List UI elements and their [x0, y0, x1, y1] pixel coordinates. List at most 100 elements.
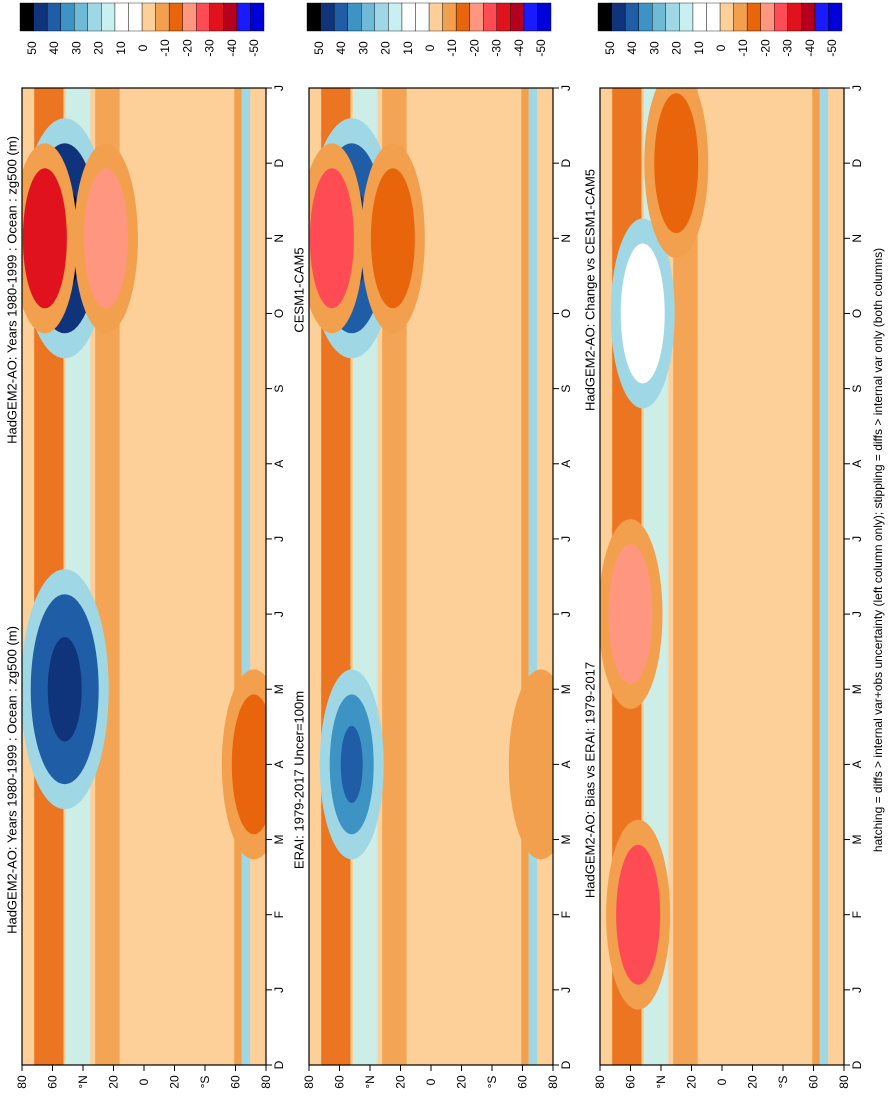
colorbar-swatch [652, 2, 666, 32]
colorbar-swatch [537, 2, 552, 32]
colorbar-swatch [223, 2, 238, 32]
colorbar-tick-label: -30 [490, 39, 504, 57]
colorbar-tick-label: 20 [92, 41, 106, 55]
colorbar-0: 50 40 30 20 10 0 -10 -20 -30 -40 -50 [19, 2, 265, 57]
colorbar-tick-label: -10 [445, 39, 459, 57]
colorbar-swatch [774, 2, 788, 32]
colorbar-swatch [141, 2, 156, 32]
month-tick-label: A [559, 460, 573, 468]
month-tick-label: J [272, 536, 286, 542]
lat-tick-label: 20 [107, 1075, 121, 1089]
secondary-title-1: HadGEM2-AO: Years 1980-1999 : Ocean : zg… [5, 136, 20, 444]
colorbar-tick-label: 10 [401, 41, 415, 55]
panel-title: HadGEM2-AO: Years 1980-1999 : Ocean : zg… [5, 626, 20, 934]
colorbar-swatch [114, 2, 129, 32]
month-tick-label: D [272, 158, 286, 167]
colorbar-tick-label: 10 [692, 41, 706, 55]
feature-core-2 [320, 199, 343, 277]
lat-tick-label: 20 [394, 1075, 408, 1089]
lat-tick-label: 20 [168, 1075, 182, 1089]
chart-panel-0: D J F M A M J J A S O N D J 80 60 °N 20 0 20 °S 60 80 HadGEM2-A… [5, 85, 287, 1089]
month-tick-label: J [559, 536, 573, 542]
month-tick-label: A [850, 760, 864, 768]
month-tick-label: S [559, 385, 573, 393]
band-south [819, 88, 829, 1065]
colorbar-swatch [374, 2, 389, 32]
footer-note: hatching = diffs > internal var+obs unce… [871, 248, 885, 852]
month-tick-label: A [850, 460, 864, 468]
month-tick-label: D [559, 158, 573, 167]
colorbar-tick-label: -10 [158, 39, 172, 57]
colorbar-swatch [33, 2, 48, 32]
colorbar-swatch [155, 2, 170, 32]
month-tick-label: D [850, 158, 864, 167]
colorbar-swatch [101, 2, 116, 32]
colorbar-tick-label: -20 [467, 39, 481, 57]
colorbar-swatch [60, 2, 75, 32]
month-tick-label: J [559, 85, 573, 91]
colorbar-1: 50 40 30 20 10 0 -10 -20 -30 -40 -50 [306, 2, 552, 57]
month-tick-label: M [272, 835, 286, 845]
lat-tick-label: 60 [516, 1075, 530, 1089]
colorbar-tick-label: -40 [225, 39, 239, 57]
month-tick-label: M [850, 835, 864, 845]
colorbar-tick-label: 50 [312, 41, 326, 55]
month-tick-label: M [850, 684, 864, 694]
month-tick-label: S [850, 385, 864, 393]
lat-tick-label: 60 [46, 1075, 60, 1089]
month-tick-label: S [272, 385, 286, 393]
band-south-edge [812, 88, 820, 1065]
month-tick-label: M [559, 684, 573, 694]
month-tick-label: D [272, 1060, 286, 1069]
lat-tick-label: 80 [15, 1075, 29, 1089]
lat-tick-label: °N [363, 1075, 377, 1088]
colorbar-tick-label: -30 [203, 39, 217, 57]
colorbar-swatch [236, 2, 251, 32]
colorbar-swatch [597, 2, 612, 32]
colorbar-swatch [638, 2, 653, 32]
colorbar-swatch [624, 2, 639, 32]
feature-core-2 [631, 274, 654, 352]
colorbar-swatch [496, 2, 511, 32]
month-tick-label: J [272, 611, 286, 617]
heatmap-field [309, 88, 553, 1065]
month-tick-label: J [850, 987, 864, 993]
colorbar-tick-label: -50 [825, 39, 839, 57]
colorbar-tick-label: -20 [180, 39, 194, 57]
lat-tick-label: °N [76, 1075, 90, 1088]
colorbar-swatch [706, 2, 721, 32]
month-tick-label: D [850, 1060, 864, 1069]
month-tick-label: J [850, 536, 864, 542]
month-tick-label: N [850, 234, 864, 243]
chart-panel-2: D J F M A M J J A S O N D J 80 60 °N 20 0 20 °S 60 80 ERAI: 197… [292, 85, 574, 1089]
colorbar-swatch [196, 2, 210, 32]
month-tick-label: J [559, 611, 573, 617]
colorbar-swatch [182, 2, 197, 32]
colorbar-swatch [611, 2, 626, 32]
month-tick-label: J [850, 85, 864, 91]
month-tick-label: J [850, 611, 864, 617]
colorbar-swatch [746, 2, 761, 32]
colorbar-tick-label: 0 [714, 44, 728, 51]
month-tick-label: N [559, 234, 573, 243]
panel-title: HadGEM2-AO: Bias vs ERAI: 1979-2017 [583, 662, 598, 898]
feature-core-0 [627, 876, 650, 954]
colorbar-tick-label: -30 [781, 39, 795, 57]
colorbar-tick-label: 50 [603, 41, 617, 55]
lat-tick-label: 60 [333, 1075, 347, 1089]
feature-core-2 [33, 199, 56, 277]
colorbar-swatch [679, 2, 694, 32]
colorbar-swatch [828, 2, 843, 32]
colorbar-swatch [401, 2, 416, 32]
month-tick-label: J [272, 85, 286, 91]
month-tick-label: D [559, 1060, 573, 1069]
feature-core-0 [47, 636, 82, 742]
colorbar-tick-label: 0 [423, 44, 437, 51]
band-south [528, 88, 538, 1065]
colorbar-swatch [333, 2, 348, 32]
lat-tick-label: 80 [259, 1075, 273, 1089]
colorbar-swatch [469, 2, 484, 32]
lat-tick-label: 80 [837, 1075, 851, 1089]
colorbar-tick-label: -50 [247, 39, 261, 57]
colorbar-swatch [733, 2, 748, 32]
